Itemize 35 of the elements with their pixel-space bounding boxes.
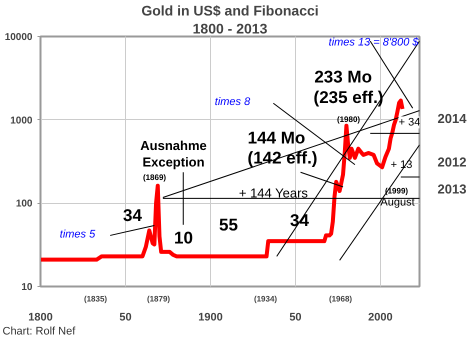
annotation: 233 Mo — [314, 68, 372, 87]
y-tick-label: 10000 — [4, 32, 33, 43]
text: 2014 — [438, 111, 468, 126]
annotation: times 13 = 8'800 $ — [328, 36, 420, 48]
x-tick-label: 1900 — [198, 312, 223, 324]
annotation: 144 Mo — [248, 128, 306, 148]
annotation: August — [380, 196, 415, 209]
annotation: (1869) — [142, 172, 166, 182]
annotation: (1980) — [336, 115, 360, 124]
text: (1934) — [254, 294, 278, 304]
x-tick-label: 50 — [119, 312, 132, 324]
y-tick-label: 10 — [21, 282, 33, 293]
x-tick-label: 50 — [289, 312, 302, 324]
annotation: times 5 — [60, 228, 96, 240]
text: (1968) — [328, 294, 352, 304]
y-tick-label: 100 — [16, 198, 33, 210]
annotation: 34 — [123, 206, 142, 226]
x-tick-label: 1800 — [28, 312, 53, 324]
annotation: Ausnahme — [140, 138, 207, 154]
text: (1835) — [84, 294, 108, 304]
text: Chart: Rolf Nef — [2, 326, 76, 337]
text: (1879) — [146, 294, 170, 304]
annotation: Exception — [142, 154, 205, 170]
chart-subtitle: 1800 - 2013 — [192, 20, 268, 36]
annotation: 10 — [174, 228, 193, 248]
annotation: + 144 Years — [238, 185, 308, 200]
text: 2012 — [438, 154, 466, 170]
text: 2013 — [438, 182, 466, 197]
annotation: 55 — [219, 216, 238, 235]
annotation: times 8 — [214, 96, 252, 108]
chart-title: Gold in US$ and Fibonacci — [141, 2, 319, 18]
annotation: (235 eff.) — [314, 88, 384, 107]
y-tick-label: 1000 — [10, 115, 33, 126]
x-tick-label: 2000 — [368, 312, 393, 324]
annotation: (142 eff.) — [248, 148, 318, 168]
